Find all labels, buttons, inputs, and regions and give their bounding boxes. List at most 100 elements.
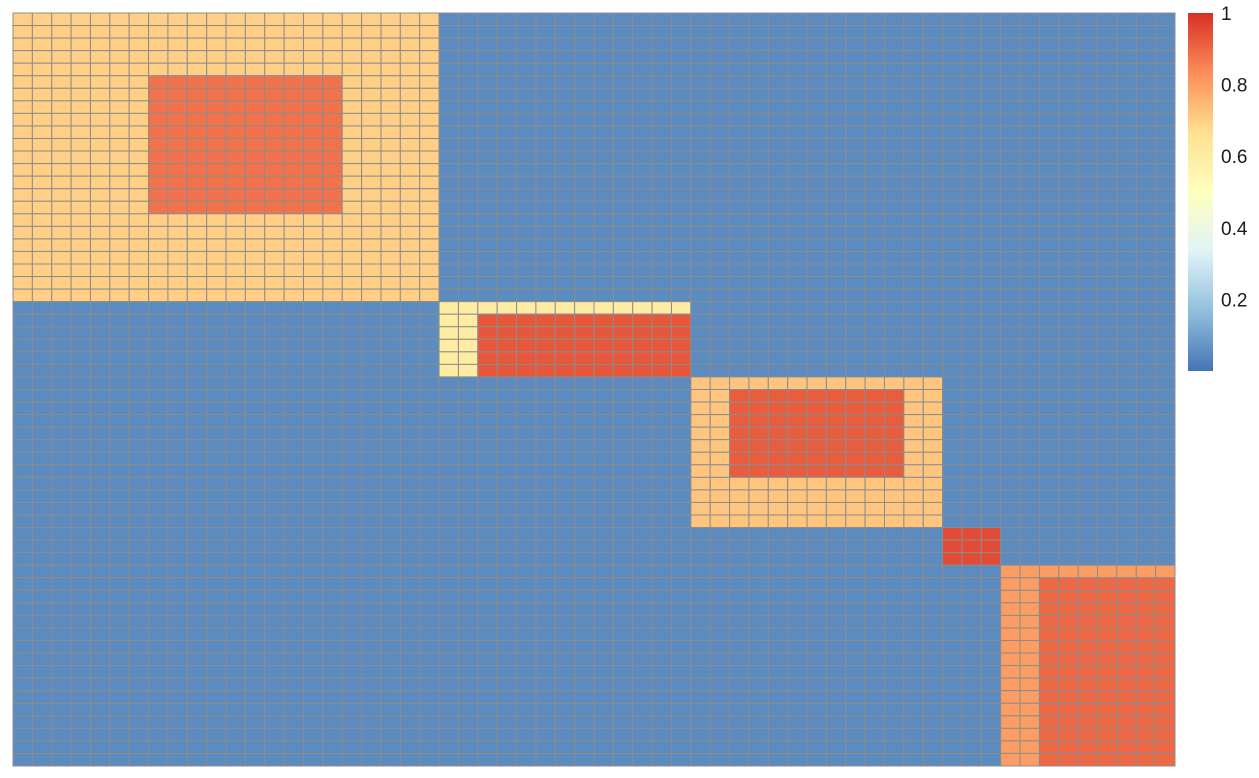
heatmap-cell <box>516 740 537 754</box>
heatmap-cell <box>1058 138 1079 152</box>
heatmap-cell <box>109 715 130 729</box>
heatmap-cell <box>89 677 111 692</box>
heatmap-cell <box>51 715 72 729</box>
heatmap-cell <box>632 426 653 441</box>
heatmap-cell <box>612 163 634 177</box>
heatmap-cell <box>1077 363 1099 378</box>
heatmap-cell <box>128 138 150 152</box>
heatmap-cell <box>1019 225 1040 240</box>
heatmap-cell <box>825 225 847 240</box>
heatmap-cell <box>903 727 924 742</box>
heatmap-cell <box>806 363 827 378</box>
heatmap-cell <box>922 501 944 516</box>
heatmap-cell <box>593 514 614 529</box>
heatmap-cell <box>477 489 498 503</box>
heatmap-cell <box>1116 564 1137 579</box>
heatmap-cell <box>1097 665 1118 679</box>
heatmap-cell <box>206 288 227 303</box>
heatmap-cell <box>864 112 886 127</box>
heatmap-cell <box>89 552 111 566</box>
heatmap-cell <box>51 62 72 77</box>
heatmap-cell <box>1097 351 1118 365</box>
heatmap-cell <box>264 627 285 642</box>
heatmap-cell <box>535 112 556 127</box>
heatmap-cell <box>535 50 556 64</box>
heatmap-cell <box>612 200 634 215</box>
heatmap-cell <box>31 363 53 378</box>
heatmap-cell <box>516 602 537 616</box>
heatmap-cell <box>516 138 537 152</box>
heatmap-cell <box>361 250 382 265</box>
heatmap-cell <box>51 175 72 190</box>
heatmap-cell <box>903 163 924 177</box>
heatmap-cell <box>1019 514 1040 529</box>
heatmap-cell <box>787 564 808 579</box>
heatmap-cell <box>361 401 382 416</box>
heatmap-cell <box>884 87 905 102</box>
heatmap-cell <box>225 301 246 315</box>
heatmap-cell <box>748 238 769 252</box>
heatmap-cell <box>128 225 150 240</box>
heatmap-cell <box>303 602 324 616</box>
heatmap-cell <box>884 652 905 667</box>
heatmap-cell <box>264 539 285 554</box>
heatmap-cell <box>244 389 266 403</box>
heatmap-cell <box>1135 501 1157 516</box>
heatmap-cell <box>1077 514 1099 529</box>
heatmap-cell <box>1038 501 1060 516</box>
heatmap-cell <box>128 250 150 265</box>
heatmap-cell <box>70 727 91 742</box>
heatmap-cell <box>303 451 324 466</box>
heatmap-cell <box>89 338 111 353</box>
heatmap-cell <box>1000 238 1021 252</box>
heatmap-cell <box>651 652 672 667</box>
heatmap-cell <box>825 389 847 403</box>
heatmap-cell <box>535 627 556 642</box>
heatmap-cell <box>167 476 188 491</box>
heatmap-cell <box>806 439 827 453</box>
heatmap-cell <box>148 263 169 278</box>
heatmap-cell <box>89 138 111 152</box>
heatmap-cell <box>1019 313 1040 328</box>
heatmap-cell <box>670 37 692 52</box>
heatmap-cell <box>516 514 537 529</box>
heatmap-cell <box>12 501 33 516</box>
heatmap-cell <box>109 263 130 278</box>
heatmap-cell <box>496 414 518 428</box>
heatmap-cell <box>12 539 33 554</box>
heatmap-cell <box>516 363 537 378</box>
heatmap-cell <box>787 338 808 353</box>
heatmap-cell <box>31 301 53 315</box>
heatmap-cell <box>884 501 905 516</box>
heatmap-cell <box>825 100 847 114</box>
heatmap-cell <box>942 263 963 278</box>
heatmap-cell <box>148 175 169 190</box>
heatmap-cell <box>884 62 905 77</box>
heatmap-cell <box>1155 125 1176 139</box>
heatmap-cell <box>942 489 963 503</box>
heatmap-cell <box>670 75 692 89</box>
heatmap-cell <box>1116 213 1137 227</box>
heatmap-cell <box>903 87 924 102</box>
heatmap-cell <box>1038 276 1060 290</box>
heatmap-cell <box>574 200 595 215</box>
heatmap-cell <box>380 112 401 127</box>
heatmap-cell <box>496 640 518 654</box>
heatmap-cell <box>787 476 808 491</box>
heatmap-cell <box>31 464 53 478</box>
heatmap-cell <box>942 514 963 529</box>
heatmap-cell <box>787 50 808 64</box>
heatmap-cell <box>767 564 789 579</box>
heatmap-cell <box>438 87 459 102</box>
heatmap-cell <box>12 100 33 114</box>
heatmap-cell <box>477 338 498 353</box>
heatmap-cell <box>709 301 731 315</box>
heatmap-cell <box>322 527 343 541</box>
heatmap-cell <box>361 690 382 704</box>
heatmap-cell <box>244 188 266 202</box>
heatmap-cell <box>806 539 827 554</box>
heatmap-cell <box>457 614 479 629</box>
heatmap-cell <box>942 614 963 629</box>
heatmap-cell <box>1077 489 1099 503</box>
heatmap-cell <box>1038 288 1060 303</box>
